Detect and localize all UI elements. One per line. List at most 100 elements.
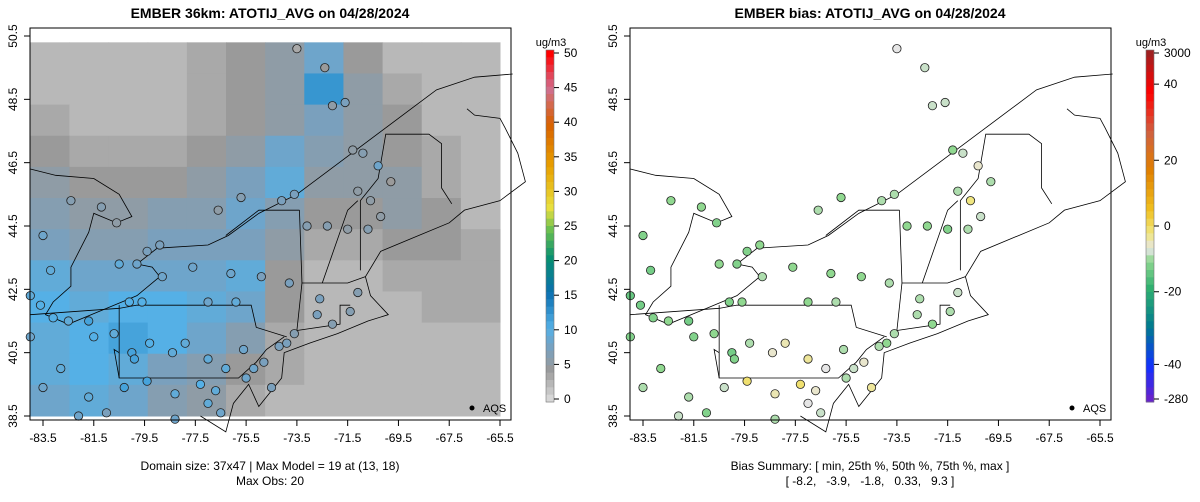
station-marker	[889, 189, 899, 199]
colorbar-swatch	[546, 255, 554, 264]
y-tick-label: 46.5	[606, 151, 620, 175]
colorbar-swatch	[1146, 255, 1154, 264]
colorbar-swatch	[546, 387, 554, 396]
station-marker	[302, 221, 312, 231]
plot-frame	[629, 27, 1112, 421]
grid-cell	[226, 166, 266, 199]
station-marker	[701, 408, 712, 418]
x-tick-label: -73.5	[283, 431, 311, 445]
station-marker	[284, 278, 294, 288]
station-marker	[119, 382, 129, 393]
station-marker	[170, 389, 180, 399]
x-tick-label: -69.5	[385, 431, 413, 445]
grid-cell	[108, 291, 149, 324]
grid-cell	[304, 384, 344, 417]
station-marker	[289, 329, 299, 339]
colorbar-swatch	[1146, 233, 1154, 242]
colorbar-swatch	[546, 160, 554, 168]
grid-cell	[108, 322, 149, 355]
map-boundary	[800, 108, 1126, 433]
grid-cell	[304, 260, 344, 292]
colorbar-swatch	[546, 94, 554, 102]
colorbar-swatch	[546, 336, 554, 344]
station-marker	[155, 240, 165, 250]
station-marker	[638, 382, 648, 393]
map-boundary	[301, 276, 366, 284]
grid-cell	[382, 384, 423, 417]
station-marker	[976, 211, 986, 222]
station-marker	[953, 287, 963, 298]
map-boundary	[30, 304, 287, 338]
station-marker	[56, 363, 66, 374]
colorbar-swatch	[546, 306, 554, 315]
colorbar-swatch	[546, 270, 554, 278]
grid-cell	[343, 73, 384, 106]
colorbar-swatch	[546, 189, 554, 198]
grid-cell	[421, 104, 462, 137]
colorbar-tick-label: 30	[564, 184, 578, 198]
colorbar-tick-label: 10	[564, 323, 578, 337]
grid-cell	[147, 73, 188, 106]
station-marker	[203, 297, 213, 307]
grid-cell	[421, 260, 462, 292]
map-boundary	[359, 133, 453, 271]
grid-cell	[460, 384, 501, 417]
footer-line-2-left: Max Obs: 20	[236, 474, 304, 488]
grid-cell	[30, 260, 70, 292]
x-tick-label: -67.5	[436, 431, 464, 445]
x-tick-label: -75.5	[832, 431, 860, 445]
colorbar-tick-label: 20	[564, 254, 578, 268]
colorbar-label-left: ug/m3	[536, 37, 567, 49]
station-marker	[712, 218, 722, 228]
station-marker	[89, 332, 99, 342]
colorbar-swatch	[1146, 336, 1154, 344]
map-boundary	[118, 305, 285, 379]
grid-cell	[304, 166, 344, 199]
grid-cell	[343, 166, 384, 199]
grid-cell	[69, 229, 110, 261]
colorbar-swatch	[1146, 138, 1154, 146]
station-marker	[882, 338, 892, 348]
station-marker	[327, 319, 338, 329]
colorbar-swatch	[1146, 64, 1154, 73]
colorbar-swatch	[546, 284, 554, 293]
grid-cell	[69, 166, 110, 199]
grid-cell	[421, 73, 462, 106]
colorbar-swatch	[546, 196, 554, 205]
grid-cell	[343, 260, 384, 292]
station-marker	[211, 386, 221, 396]
colorbar-swatch	[546, 350, 554, 359]
x-tick-label: -81.5	[680, 431, 708, 445]
station-marker	[821, 363, 831, 374]
grid-cell	[265, 353, 305, 386]
x-tick-label: -71.5	[934, 431, 962, 445]
station-marker	[226, 268, 236, 279]
colorbar-swatch	[1146, 292, 1154, 300]
station-marker	[180, 338, 190, 348]
colorbar-swatch	[546, 262, 554, 271]
station-marker	[866, 382, 877, 393]
grid-cell	[226, 73, 266, 106]
station-marker	[195, 379, 206, 389]
station-marker	[315, 294, 325, 304]
grid-cell	[382, 291, 423, 324]
colorbar-swatch	[546, 248, 554, 256]
colorbar-swatch	[546, 394, 554, 403]
grid-cell	[186, 322, 227, 355]
grid-cell	[382, 322, 423, 355]
station-marker	[277, 196, 287, 206]
station-marker	[38, 230, 48, 241]
grid-cell	[265, 291, 305, 324]
grid-cell	[30, 198, 70, 230]
colorbar-swatch	[1146, 240, 1154, 249]
colorbar-swatch	[1146, 86, 1154, 95]
grid-cell	[421, 42, 462, 74]
grid-cell	[147, 42, 188, 74]
colorbar-swatch	[546, 314, 554, 322]
map-boundary	[718, 305, 885, 379]
colorbar-swatch	[546, 343, 554, 352]
grid-cell	[30, 166, 70, 199]
colorbar-swatch	[1146, 196, 1154, 205]
y-tick-label: 50.5	[606, 24, 620, 48]
